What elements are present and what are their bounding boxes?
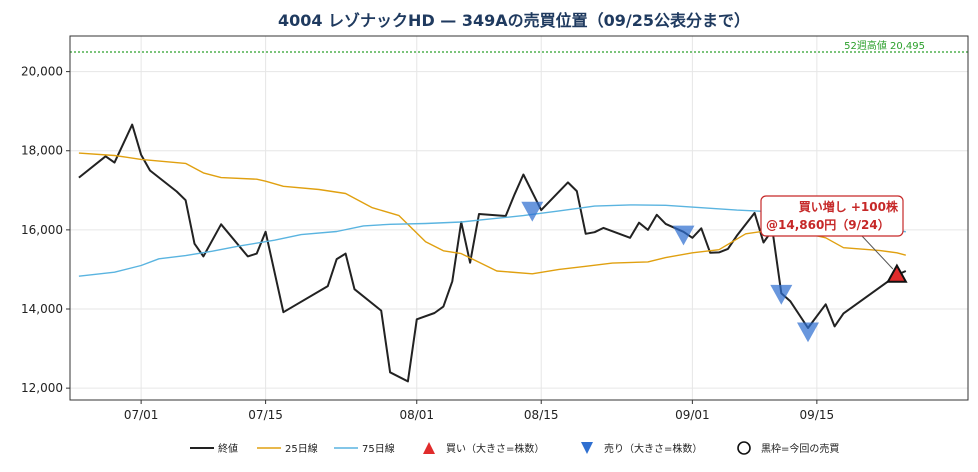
y-tick-label: 20,000 [21,65,63,79]
plot-grid [70,36,968,400]
plot-annotation: 買い増し +100株 @14,860円（9/24） [760,195,904,270]
x-tick-label: 07/01 [124,408,159,422]
sell-marker [521,201,544,222]
sell-marker [672,225,695,246]
legend-label: 黒枠=今回の売買 [761,442,839,455]
legend-item: 75日線 [334,442,395,455]
legend-label: 25日線 [285,442,318,455]
legend-item: 黒枠=今回の売買 [737,441,839,455]
legend-label: 売り（大きさ=株数） [604,442,702,455]
x-tick-label: 08/01 [399,408,434,422]
y-axis: 12,000 14,000 16,000 18,000 20,000 [21,65,70,395]
plot-markers [521,201,908,343]
legend-item: 25日線 [257,442,318,455]
legend-swatch-buy [423,442,435,454]
sell-marker [797,322,819,343]
x-axis: 07/01 07/15 08/01 08/15 09/01 09/15 [124,400,834,422]
annotation-line-2: @14,860円（9/24） [766,217,890,232]
legend-item: 終値 [190,442,238,455]
buy-marker [886,263,908,283]
annotation-line-1: 買い増し +100株 [799,199,899,214]
legend-swatch-sell [581,442,593,454]
x-tick-label: 07/15 [248,408,283,422]
legend-item: 売り（大きさ=株数） [581,442,702,455]
plot-frame [69,35,969,401]
legend-swatch-current-trade [737,441,751,455]
y-tick-label: 16,000 [21,223,63,237]
legend-label: 終値 [218,442,238,455]
y-tick-label: 18,000 [21,144,63,158]
y-tick-label: 14,000 [21,302,63,316]
legend-label: 買い（大きさ=株数） [446,442,544,455]
legend: 終値 25日線 75日線 買い（大きさ=株数） 売り（大きさ=株数） 黒枠=今回の売買 [190,441,839,455]
legend-label: 75日線 [362,442,395,455]
y-tick-label: 12,000 [21,381,63,395]
x-tick-label: 08/15 [524,408,559,422]
annotation-leader-line [861,235,894,270]
reference-line-label: 52週高値 20,495 [844,39,925,52]
x-tick-label: 09/01 [675,408,710,422]
plot-series: 52週高値 20,495 [70,39,968,383]
legend-item: 買い（大きさ=株数） [423,442,544,455]
sell-marker [770,284,793,305]
series-line-close [78,123,907,383]
x-tick-label: 09/15 [800,408,835,422]
annotation-box [760,195,904,237]
chart-title: 4004 レゾナックHD — 349Aの売買位置（09/25公表分まで） [278,11,750,30]
series-line-ma75 [78,204,906,277]
